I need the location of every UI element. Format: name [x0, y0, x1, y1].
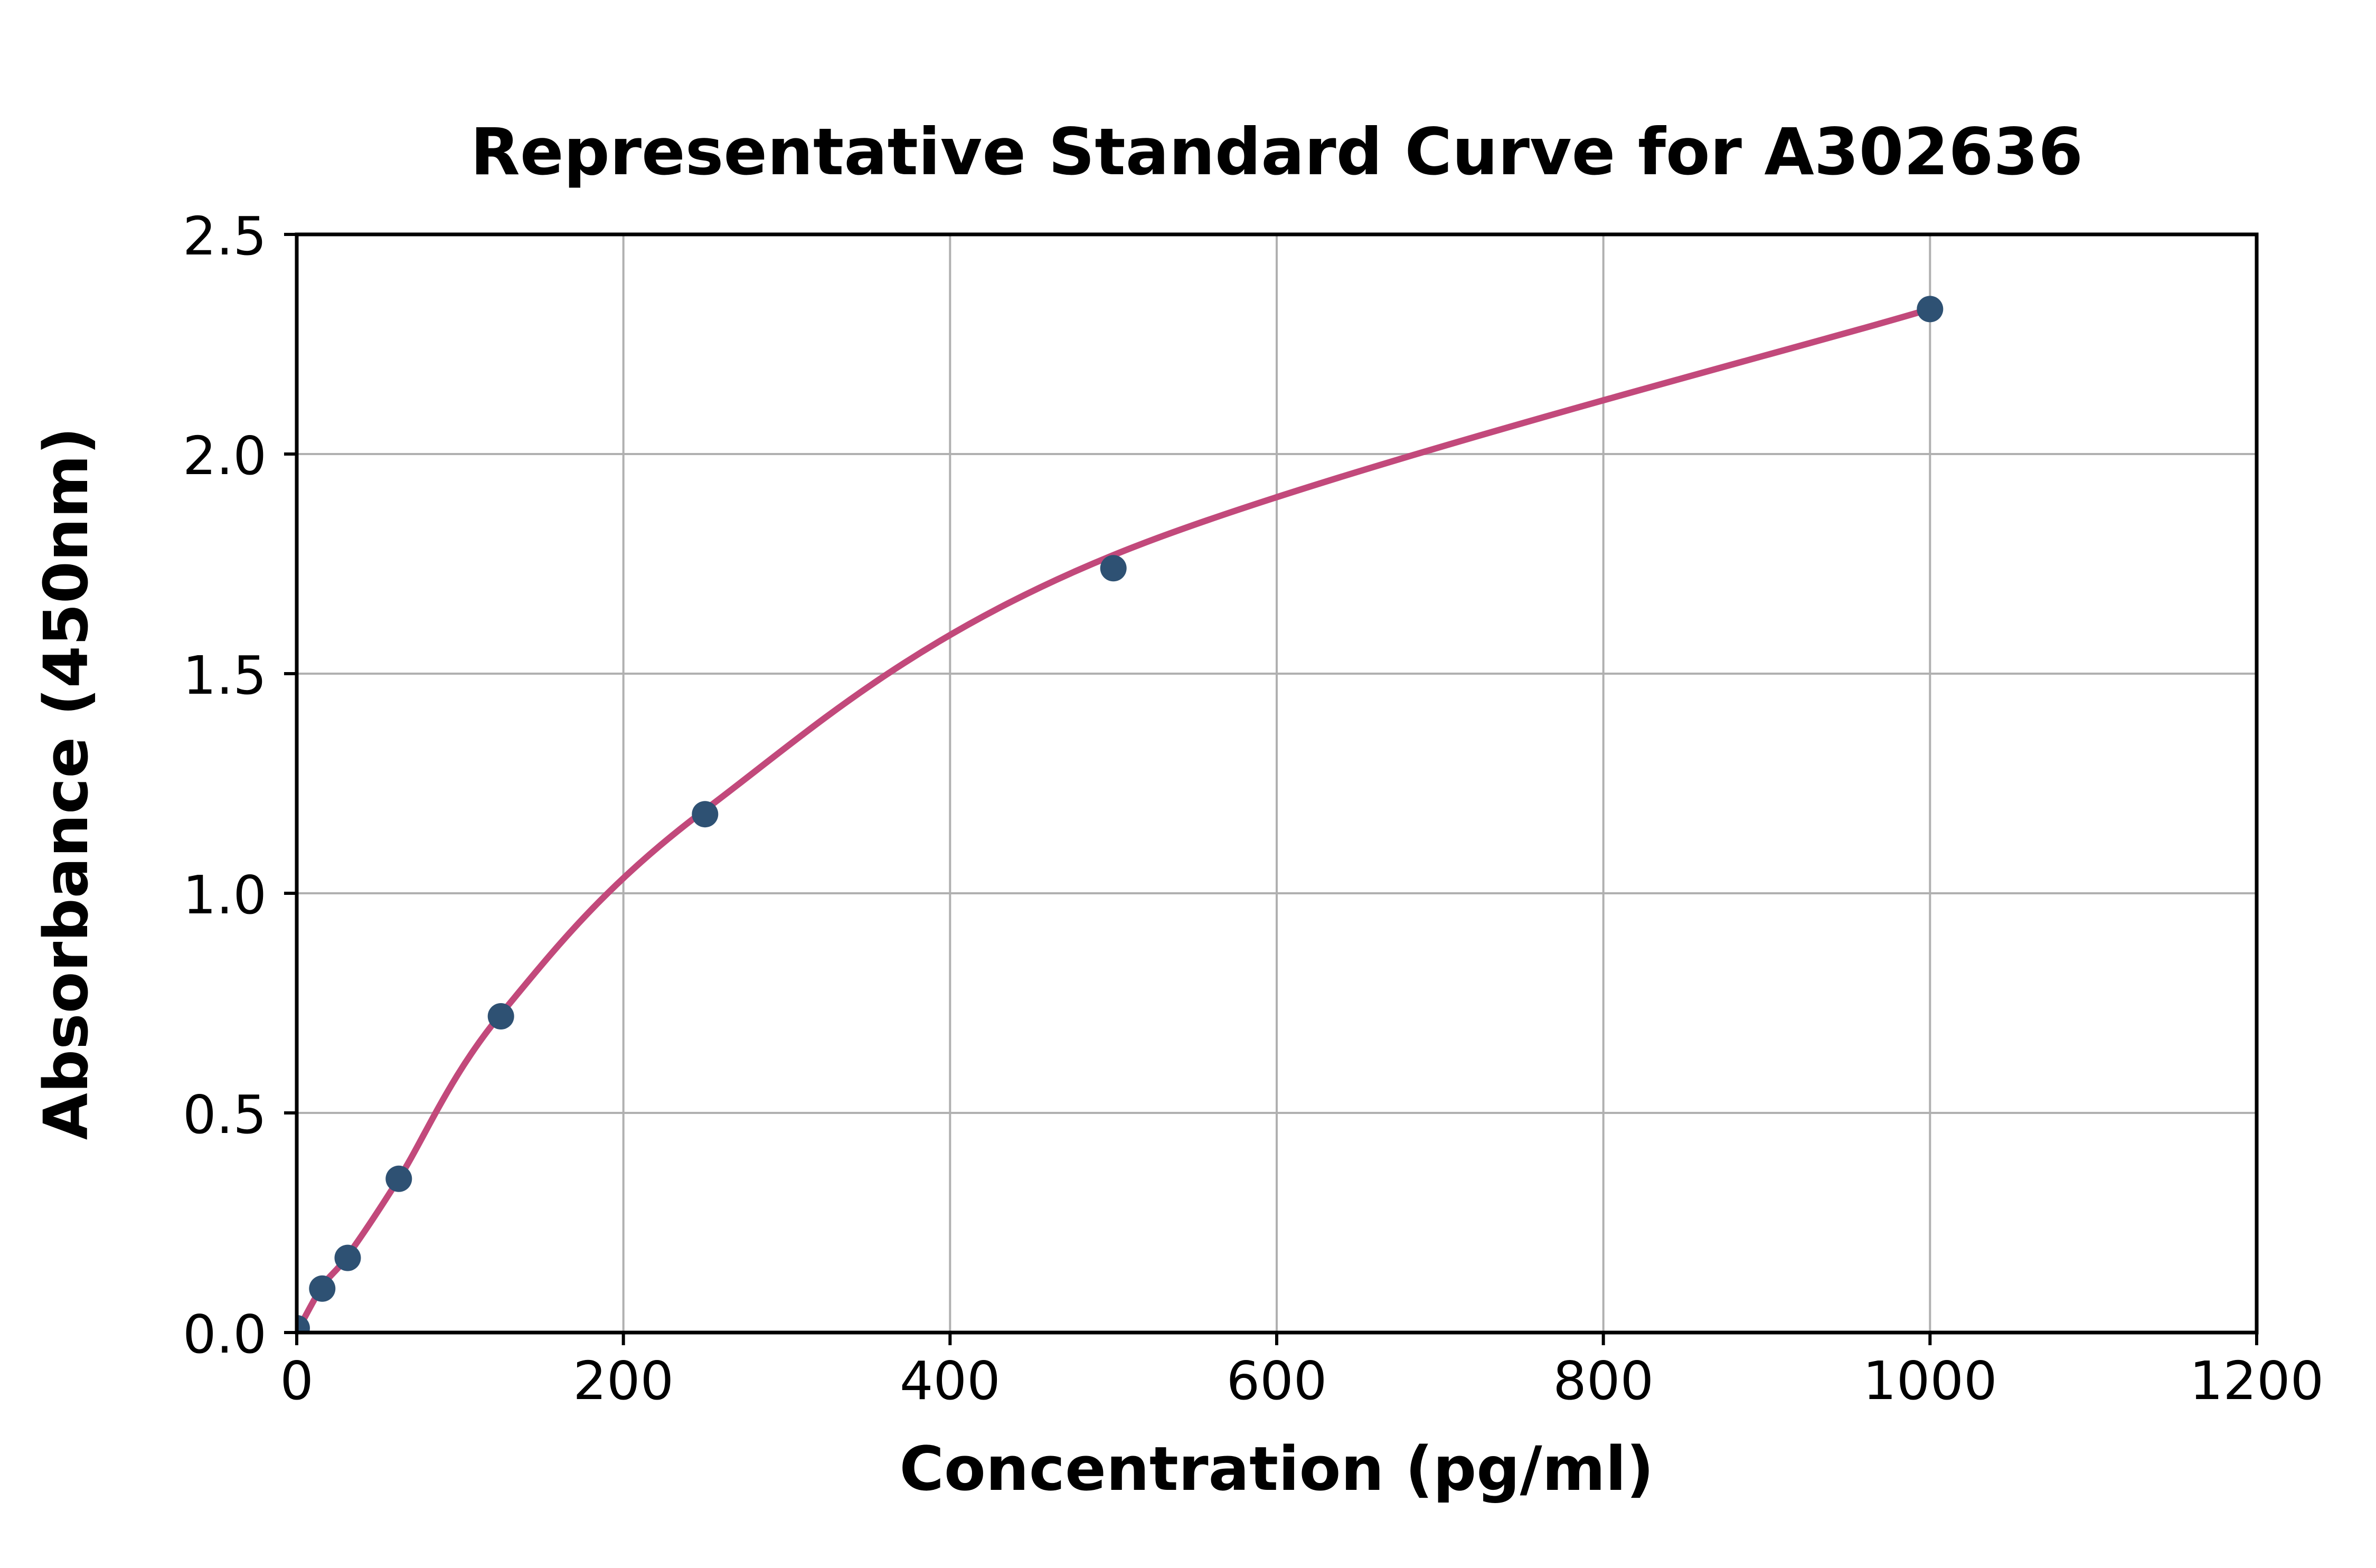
- x-axis-label: Concentration (pg/ml): [900, 1434, 1654, 1505]
- x-tick-label: 1000: [1863, 1350, 1997, 1412]
- x-tick-labels: 0 200 400 600 800 1000 1200: [280, 1350, 2324, 1412]
- y-tick-label: 0.0: [183, 1303, 267, 1365]
- y-tick-labels: 0.0 0.5 1.0 1.5 2.0 2.5: [183, 205, 267, 1365]
- y-axis-label: Absorbance (450nm): [31, 427, 102, 1140]
- x-tick-label: 0: [280, 1350, 314, 1412]
- plot-area: [297, 296, 1944, 1333]
- y-tick-label: 2.0: [183, 425, 267, 487]
- data-point: [1100, 555, 1127, 582]
- y-tick-label: 0.5: [183, 1084, 267, 1146]
- x-tick-label: 1200: [2190, 1350, 2324, 1412]
- x-tick-label: 800: [1553, 1350, 1654, 1412]
- x-tick-label: 600: [1227, 1350, 1327, 1412]
- data-point: [385, 1165, 412, 1192]
- y-tick-label: 2.5: [183, 205, 267, 267]
- y-tick-label: 1.5: [183, 645, 267, 706]
- data-points: [297, 296, 1944, 1333]
- x-tick-label: 200: [573, 1350, 674, 1412]
- axis-ticks: [284, 233, 2258, 1345]
- data-point: [692, 801, 719, 828]
- data-point: [297, 1315, 310, 1333]
- data-point: [1917, 296, 1944, 323]
- data-point: [309, 1275, 336, 1302]
- chart-title: Representative Standard Curve for A30263…: [470, 115, 2083, 190]
- data-point: [487, 1003, 514, 1029]
- y-tick-label: 1.0: [183, 864, 267, 926]
- data-point: [334, 1244, 361, 1271]
- x-tick-label: 400: [900, 1350, 1001, 1412]
